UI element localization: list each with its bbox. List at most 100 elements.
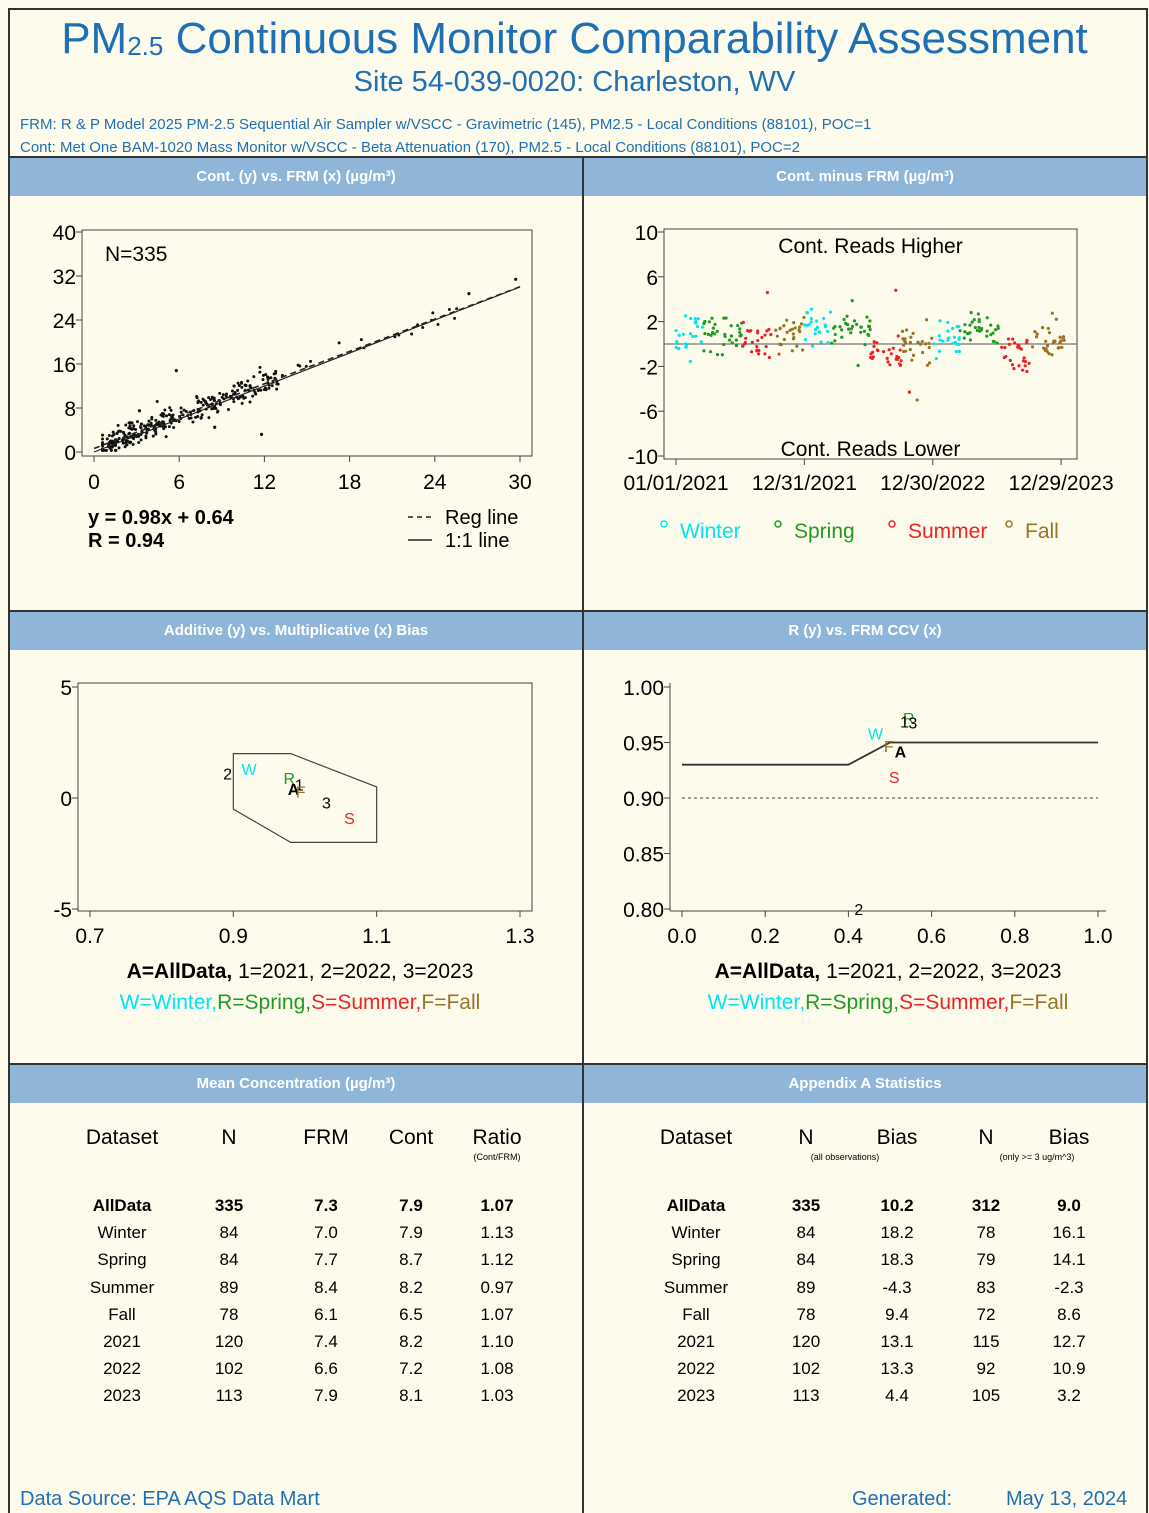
table-cell: 6.5 (399, 1304, 423, 1324)
table-cell: 113 (792, 1386, 820, 1406)
data-point (169, 408, 173, 412)
difference-point (694, 334, 698, 338)
difference-point (1050, 353, 1054, 357)
data-point (124, 439, 128, 443)
difference-point (674, 345, 678, 350)
difference-point (1044, 339, 1048, 343)
difference-point (689, 316, 693, 321)
difference-point (976, 312, 980, 316)
legend-marker (888, 520, 896, 528)
panel-title-difference: Cont. minus FRM (µg/m³) (584, 158, 1146, 196)
table-cell: -2.3 (1054, 1277, 1084, 1297)
data-point (208, 397, 212, 401)
data-point (237, 383, 241, 387)
difference-point (828, 310, 833, 314)
bias-point-F: F (296, 784, 306, 801)
difference-point (1058, 335, 1062, 339)
difference-point (859, 330, 863, 334)
difference-point (696, 317, 700, 321)
data-point (275, 387, 279, 391)
data-source: Data Source: EPA AQS Data Mart (20, 1488, 320, 1510)
column-note: (Cont/FRM) (473, 1152, 521, 1162)
difference-point (763, 333, 767, 337)
difference-point (904, 328, 909, 332)
difference-point (996, 324, 1000, 328)
data-point (132, 424, 136, 428)
data-point (137, 441, 141, 445)
difference-point (891, 346, 895, 350)
difference-point (782, 337, 786, 342)
difference-point (946, 320, 950, 324)
bias-point-W: W (242, 762, 258, 779)
difference-point (899, 359, 903, 363)
plot-frame (77, 682, 533, 912)
data-point (248, 400, 252, 404)
table-cell: 1.12 (480, 1250, 514, 1270)
data-point (117, 446, 121, 450)
data-point (254, 392, 258, 396)
data-point (165, 414, 169, 418)
table-cell: 4.4 (885, 1386, 909, 1406)
data-point (167, 425, 171, 429)
difference-point (798, 325, 802, 329)
difference-point (918, 342, 923, 346)
data-point (233, 390, 237, 394)
difference-point (897, 355, 901, 360)
difference-point (908, 347, 912, 352)
data-point (184, 410, 188, 414)
x-tick-label: 0.6 (917, 925, 946, 948)
table-cell: 6.1 (314, 1304, 338, 1324)
difference-point (810, 344, 815, 348)
table-cell: 84 (219, 1223, 239, 1243)
data-point (144, 436, 148, 440)
page-title: PM2.5 Continuous Monitor Comparability A… (61, 14, 1088, 63)
difference-point (825, 329, 830, 333)
data-point (111, 430, 115, 434)
difference-point (793, 326, 797, 330)
data-point (270, 384, 274, 388)
difference-point (970, 320, 974, 324)
difference-point (896, 334, 900, 338)
difference-point (1008, 358, 1012, 363)
difference-point (691, 334, 695, 339)
difference-point (782, 324, 786, 328)
table-cell: 84 (219, 1250, 239, 1270)
difference-point (693, 320, 697, 324)
table-row-label: 2022 (103, 1359, 141, 1379)
difference-point (688, 332, 693, 336)
table-cell: 8.7 (399, 1250, 423, 1270)
correlation-label: R = 0.94 (88, 530, 165, 552)
difference-point (840, 328, 844, 332)
data-point (275, 382, 279, 386)
difference-point (785, 318, 789, 322)
table-cell: 12.7 (1052, 1332, 1086, 1351)
data-point (337, 341, 341, 345)
table-header: N (798, 1126, 814, 1149)
panel-title-scatter: Cont. (y) vs. FRM (x) (µg/m³) (10, 158, 582, 196)
data-point (150, 417, 154, 421)
table-cell: 3.2 (1057, 1386, 1081, 1406)
difference-point (778, 327, 782, 331)
legend-datasets: A=AllData, 1=2021, 2=2022, 3=2023 (127, 960, 474, 983)
bias-point-1: 1 (295, 778, 304, 795)
table-cell: 1.13 (480, 1223, 514, 1243)
data-point (261, 373, 265, 377)
data-point (359, 338, 363, 342)
table-cell: 18.2 (880, 1223, 914, 1243)
data-point (309, 359, 313, 363)
data-point (105, 437, 109, 441)
x-tick-label: 12/29/2023 (1009, 472, 1114, 495)
outlier-point (174, 369, 178, 373)
difference-point (886, 360, 890, 364)
table-cell: 13.3 (880, 1359, 914, 1379)
data-point (116, 423, 120, 427)
data-point (113, 444, 117, 448)
data-point (199, 415, 203, 419)
x-tick-label: 0.7 (75, 925, 104, 948)
table-cell: 92 (976, 1359, 996, 1379)
table-cell: 8.1 (399, 1386, 423, 1406)
difference-point (903, 340, 908, 344)
difference-point (991, 331, 995, 335)
difference-point (958, 329, 962, 333)
difference-point (724, 316, 728, 320)
